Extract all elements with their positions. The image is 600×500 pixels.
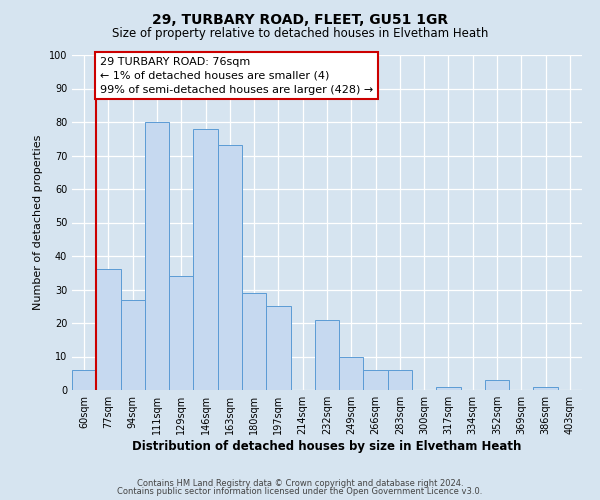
Bar: [96, 270, 121, 390]
Bar: [364, 370, 388, 390]
Bar: [315, 320, 339, 390]
Bar: [169, 276, 193, 390]
Bar: [436, 386, 461, 390]
Bar: [193, 128, 218, 390]
Text: Contains HM Land Registry data © Crown copyright and database right 2024.: Contains HM Land Registry data © Crown c…: [137, 478, 463, 488]
Bar: [72, 370, 96, 390]
Bar: [388, 370, 412, 390]
Bar: [218, 146, 242, 390]
Bar: [145, 122, 169, 390]
Y-axis label: Number of detached properties: Number of detached properties: [33, 135, 43, 310]
Text: 29, TURBARY ROAD, FLEET, GU51 1GR: 29, TURBARY ROAD, FLEET, GU51 1GR: [152, 12, 448, 26]
Text: Size of property relative to detached houses in Elvetham Heath: Size of property relative to detached ho…: [112, 28, 488, 40]
Bar: [485, 380, 509, 390]
Bar: [266, 306, 290, 390]
Text: Contains public sector information licensed under the Open Government Licence v3: Contains public sector information licen…: [118, 487, 482, 496]
Bar: [533, 386, 558, 390]
X-axis label: Distribution of detached houses by size in Elvetham Heath: Distribution of detached houses by size …: [133, 440, 521, 453]
Bar: [339, 356, 364, 390]
Bar: [242, 293, 266, 390]
Bar: [121, 300, 145, 390]
Text: 29 TURBARY ROAD: 76sqm
← 1% of detached houses are smaller (4)
99% of semi-detac: 29 TURBARY ROAD: 76sqm ← 1% of detached …: [100, 56, 373, 94]
